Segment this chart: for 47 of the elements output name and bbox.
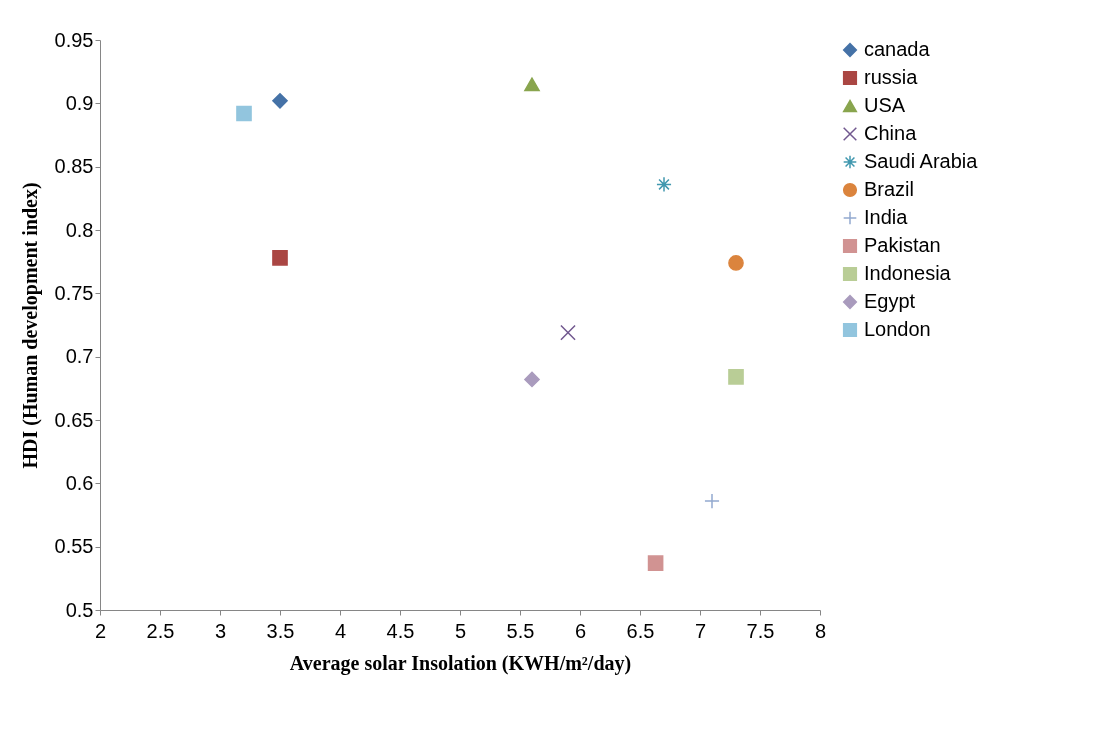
x-tick-label: 7.5 — [746, 619, 775, 642]
x-tick-label: 6.5 — [626, 619, 655, 642]
point — [272, 92, 288, 109]
point — [656, 176, 672, 193]
point — [728, 255, 744, 271]
y-tick-label: 0.5 — [65, 598, 94, 621]
legend-label: USA — [864, 94, 906, 116]
point — [272, 250, 288, 266]
y-tick-label: 0.9 — [65, 91, 94, 114]
point — [728, 369, 744, 385]
point — [524, 371, 540, 388]
y-tick-label: 0.85 — [54, 155, 94, 178]
point — [524, 77, 540, 92]
legend-label: London — [864, 318, 931, 340]
x-tick-label: 3 — [214, 619, 227, 642]
y-tick-label: 0.65 — [54, 408, 94, 431]
y-tick-label: 0.7 — [65, 345, 94, 368]
x-tick-label: 4 — [334, 619, 347, 642]
x-tick-label: 6 — [574, 619, 587, 642]
x-tick-label: 8 — [814, 619, 827, 642]
legend-label: India — [864, 206, 909, 228]
legend-label: Indonesia — [864, 262, 952, 284]
legend-label: Brazil — [864, 178, 915, 200]
y-axis-title: HDI (Human development index) — [18, 182, 42, 469]
legend-label: Pakistan — [864, 234, 941, 256]
point — [647, 555, 664, 571]
point — [236, 105, 252, 122]
y-tick-label: 0.95 — [54, 28, 94, 51]
legend-label: russia — [864, 66, 919, 88]
x-tick-label: 4.5 — [386, 619, 415, 642]
legend-label: China — [864, 122, 918, 144]
point — [704, 493, 720, 509]
x-tick-label: 7 — [694, 619, 707, 642]
legend-label: Egypt — [864, 290, 916, 312]
x-tick-label: 2 — [94, 619, 107, 642]
x-tick-label: 5.5 — [506, 619, 535, 642]
y-tick-label: 0.8 — [65, 218, 94, 241]
y-tick-label: 0.6 — [65, 471, 94, 494]
legend-label: canada — [864, 38, 931, 60]
x-tick-label: 3.5 — [266, 619, 295, 642]
legend-label: Saudi Arabia — [864, 150, 979, 172]
x-tick-label: 5 — [454, 619, 467, 642]
point — [560, 324, 576, 341]
x-tick-label: 2.5 — [146, 619, 175, 642]
y-tick-label: 0.75 — [54, 281, 94, 304]
x-axis-title: Average solar Insolation (KWH/m²/day) — [289, 651, 632, 675]
y-tick-label: 0.55 — [54, 535, 94, 558]
